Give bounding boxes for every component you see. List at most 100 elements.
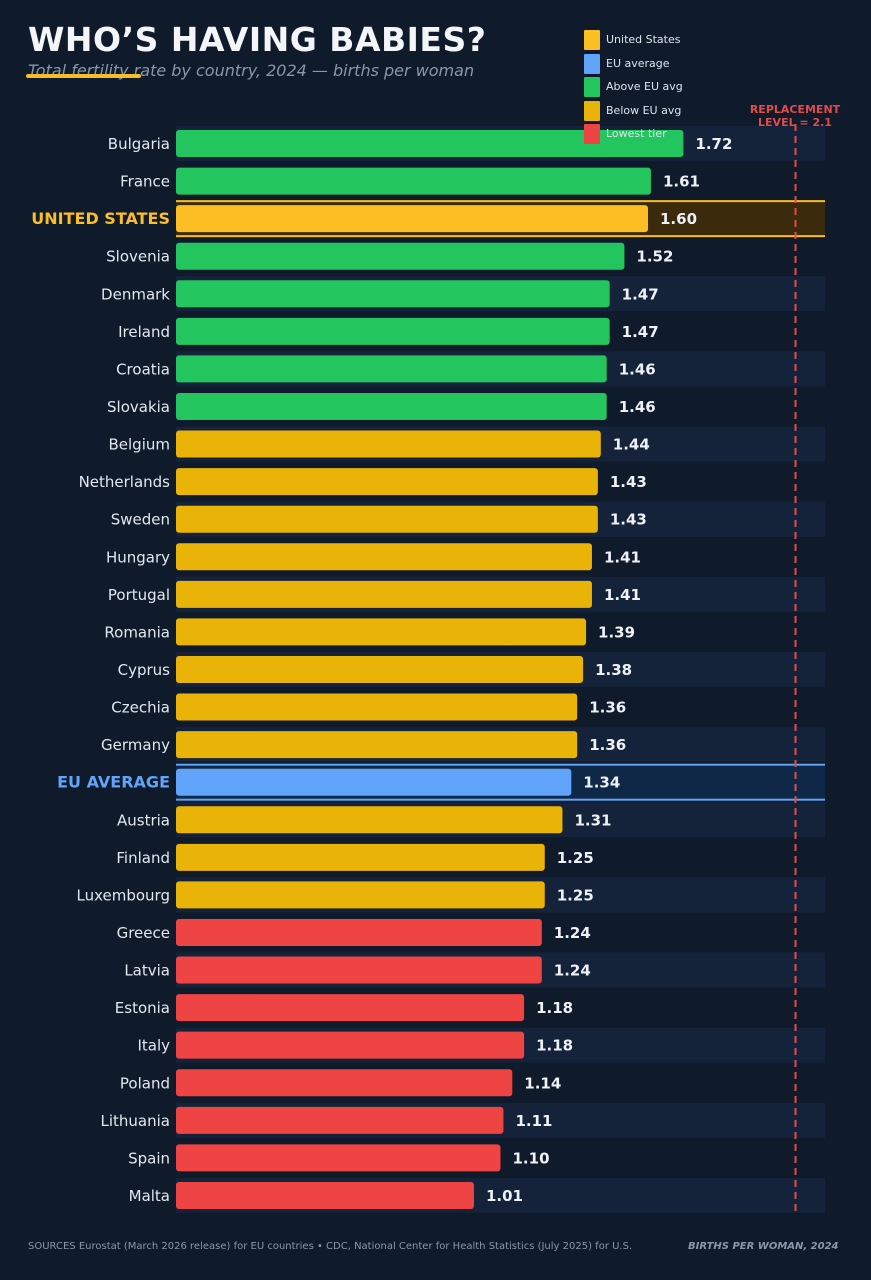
bar xyxy=(176,430,601,458)
category-label: Greece xyxy=(117,924,170,942)
category-label: Luxembourg xyxy=(77,886,171,904)
bar xyxy=(176,731,578,759)
category-label: Bulgaria xyxy=(108,135,170,153)
category-label: Hungary xyxy=(106,548,170,566)
value-label: 1.34 xyxy=(583,774,620,792)
value-label: 1.72 xyxy=(695,135,732,153)
category-label: Lithuania xyxy=(101,1112,170,1130)
highlight-border-bottom xyxy=(176,798,825,801)
value-label: 1.18 xyxy=(536,1037,573,1055)
bar xyxy=(176,693,578,721)
legend-swatch xyxy=(584,53,600,74)
bar xyxy=(176,1106,504,1134)
category-label: Belgium xyxy=(109,436,171,454)
replacement-label-line2: LEVEL = 2.1 xyxy=(758,116,832,129)
category-label: Italy xyxy=(137,1037,170,1055)
value-label: 1.38 xyxy=(595,661,632,679)
legend-label: Below EU avg xyxy=(606,103,682,117)
bar xyxy=(176,167,651,195)
sources-text: SOURCES Eurostat (March 2026 release) fo… xyxy=(28,1241,633,1252)
category-label: Germany xyxy=(101,736,170,754)
value-label: 1.24 xyxy=(554,962,591,980)
bar xyxy=(176,355,607,383)
value-label: 1.36 xyxy=(589,699,626,717)
category-label: Poland xyxy=(120,1074,170,1092)
legend-label: Above EU avg xyxy=(606,80,683,93)
value-label: 1.01 xyxy=(486,1187,523,1205)
value-label: 1.46 xyxy=(619,360,656,378)
bar xyxy=(176,392,607,420)
bar xyxy=(176,843,545,871)
replacement-level-label: REPLACEMENT LEVEL = 2.1 xyxy=(740,103,850,129)
bar xyxy=(176,1144,501,1172)
category-label: EU AVERAGE xyxy=(57,773,170,792)
bar xyxy=(176,1181,474,1209)
bar xyxy=(176,130,684,157)
highlight-border-bottom xyxy=(176,235,825,238)
category-label: Slovenia xyxy=(106,248,170,266)
value-label: 1.24 xyxy=(554,924,591,942)
value-label: 1.46 xyxy=(619,398,656,416)
category-label: UNITED STATES xyxy=(31,209,170,228)
category-label: Portugal xyxy=(108,586,170,604)
value-label: 1.10 xyxy=(513,1149,550,1167)
category-label: Czechia xyxy=(111,699,170,717)
value-label: 1.41 xyxy=(604,586,641,604)
category-label: Sweden xyxy=(111,511,170,529)
legend-swatch xyxy=(584,124,600,144)
bar xyxy=(176,1031,525,1059)
value-label: 1.61 xyxy=(663,173,700,191)
value-label: 1.43 xyxy=(610,511,647,529)
category-label: Slovakia xyxy=(107,398,170,416)
category-label: Austria xyxy=(117,811,170,829)
legend-label: EU average xyxy=(606,56,670,70)
value-label: 1.41 xyxy=(604,548,641,566)
legend-label: United States xyxy=(606,33,681,46)
category-label: Ireland xyxy=(118,323,170,341)
bar xyxy=(176,468,598,496)
value-label: 1.36 xyxy=(589,736,626,754)
subtitle-underline xyxy=(26,74,141,78)
value-label: 1.47 xyxy=(622,323,659,341)
bar xyxy=(176,956,542,984)
value-label: 1.14 xyxy=(524,1074,561,1092)
category-label: Croatia xyxy=(116,360,170,378)
bar xyxy=(176,205,648,233)
bar xyxy=(176,918,542,946)
category-label: Finland xyxy=(116,849,170,867)
legend-label: Lowest tier xyxy=(606,127,667,140)
footer-note: BIRTHS PER WOMAN, 2024 xyxy=(688,1241,839,1252)
bar xyxy=(176,618,587,646)
category-label: Spain xyxy=(128,1149,170,1167)
category-label: Estonia xyxy=(115,999,170,1017)
bar xyxy=(176,655,584,683)
bar xyxy=(176,317,610,345)
category-label: Romania xyxy=(104,623,170,641)
category-label: Denmark xyxy=(101,285,170,303)
highlight-border-top xyxy=(176,763,825,766)
bar xyxy=(176,580,592,608)
bar xyxy=(176,242,625,270)
value-label: 1.60 xyxy=(660,210,697,228)
category-label: Cyprus xyxy=(118,661,171,679)
category-label: Netherlands xyxy=(79,473,171,491)
category-label: Malta xyxy=(129,1187,170,1205)
category-label: Latvia xyxy=(124,962,170,980)
bar xyxy=(176,543,592,571)
bar xyxy=(176,280,610,308)
bar xyxy=(176,806,563,834)
replacement-label-line1: REPLACEMENT xyxy=(749,103,841,116)
value-label: 1.18 xyxy=(536,999,573,1017)
value-label: 1.31 xyxy=(574,811,611,829)
value-label: 1.47 xyxy=(622,285,659,303)
bar xyxy=(176,881,545,909)
category-label: France xyxy=(120,173,170,191)
value-label: 1.11 xyxy=(515,1112,552,1130)
bar xyxy=(176,1069,513,1097)
value-label: 1.44 xyxy=(613,436,650,454)
bar xyxy=(176,768,572,796)
legend-swatch xyxy=(584,77,600,97)
value-label: 1.25 xyxy=(557,849,594,867)
legend-swatch xyxy=(584,30,600,50)
